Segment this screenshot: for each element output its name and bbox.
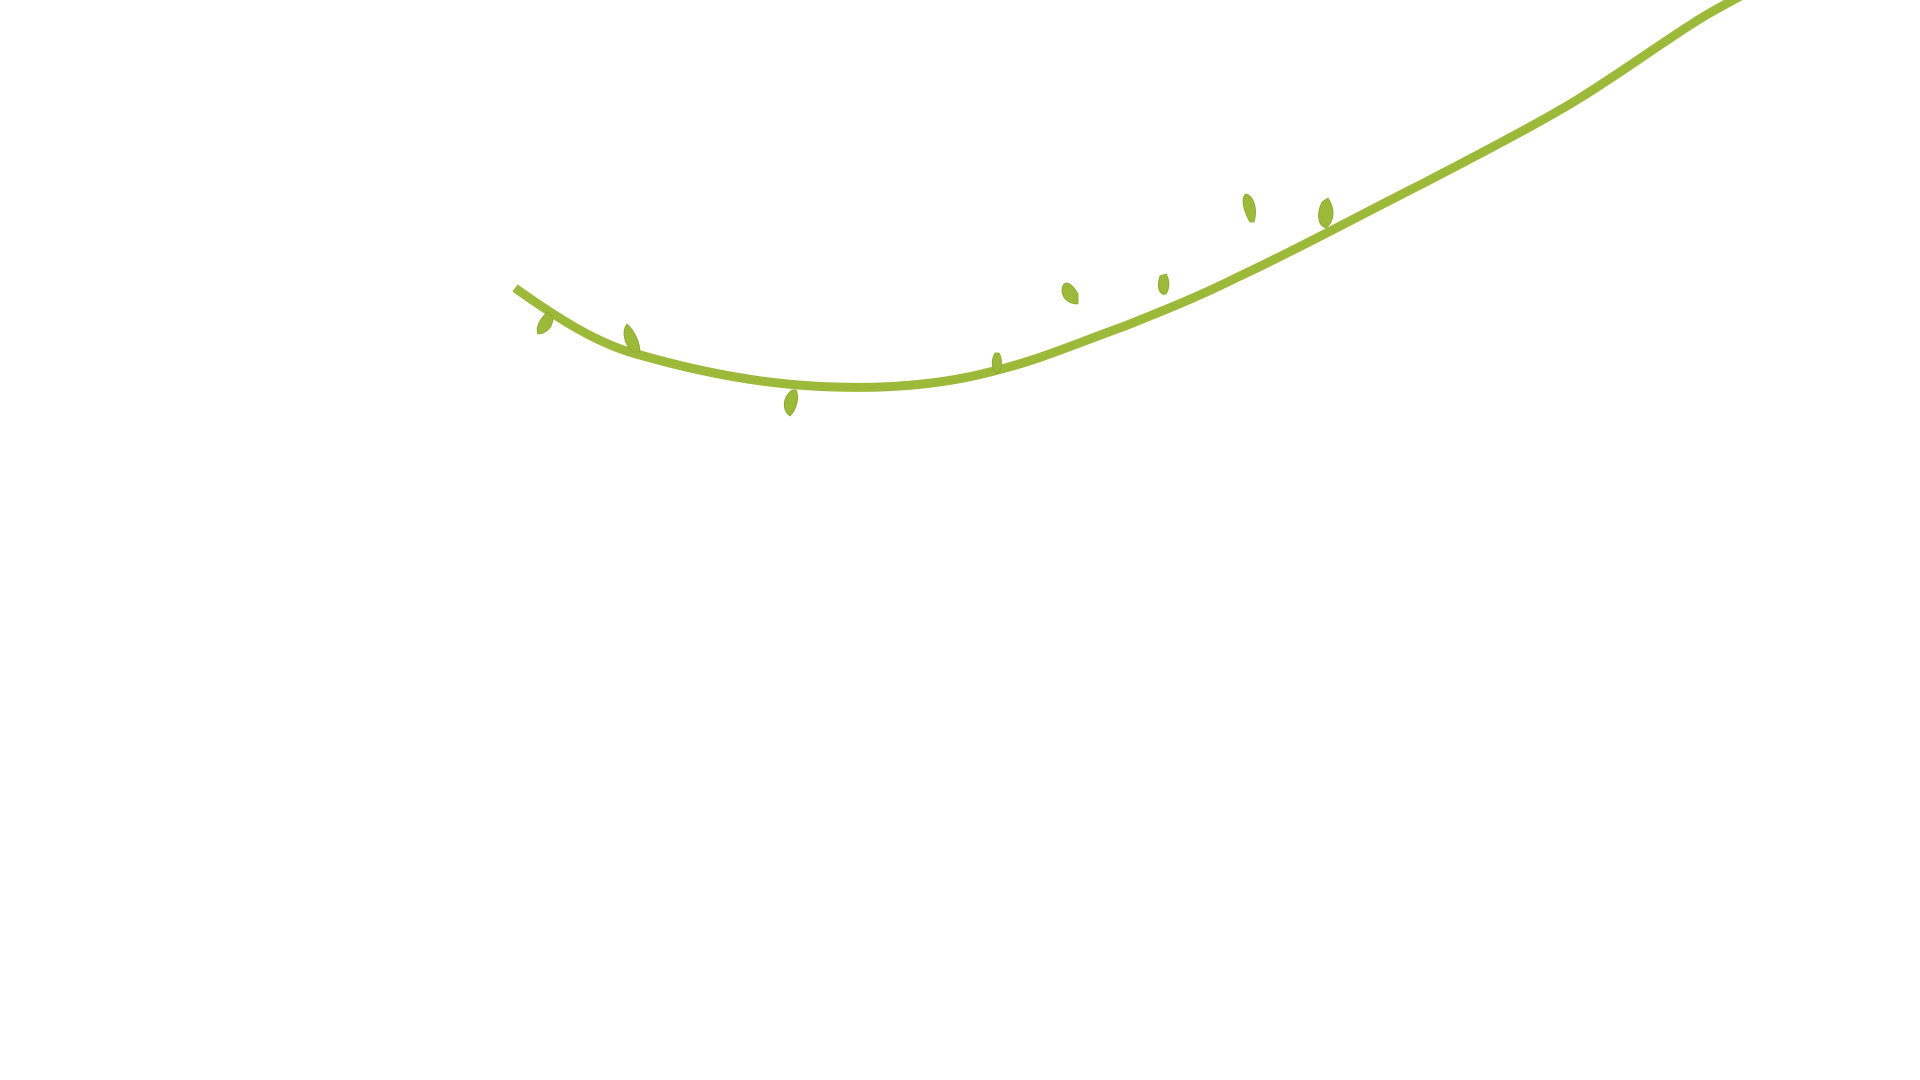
- leaf-icon: [536, 311, 554, 335]
- leaf-icon: [1061, 282, 1079, 305]
- vine-stem: [512, 0, 1743, 392]
- leaf-icon: [623, 323, 641, 353]
- leaf-icon: [1318, 197, 1334, 229]
- leaf-icon: [783, 389, 798, 417]
- leaf-icon: [1242, 193, 1256, 223]
- leaf-icon: [1158, 273, 1170, 295]
- leaf-icon: [991, 352, 1002, 375]
- vine-leaves: [536, 193, 1334, 417]
